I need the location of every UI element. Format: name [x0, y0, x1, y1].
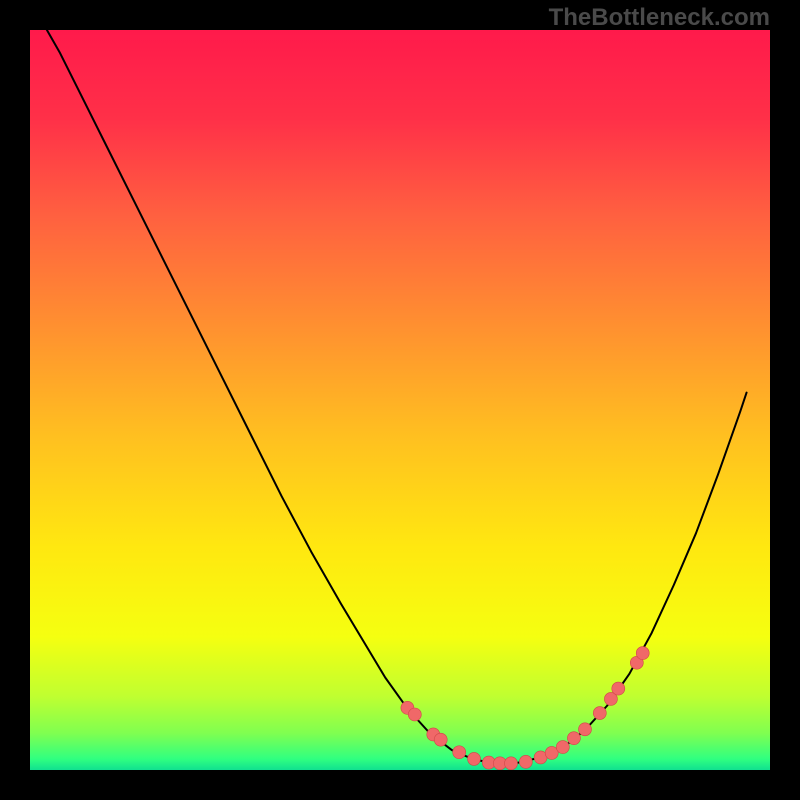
curve-layer	[30, 30, 770, 770]
data-marker	[408, 708, 421, 721]
data-marker	[579, 723, 592, 736]
data-marker	[505, 757, 518, 770]
data-marker	[593, 707, 606, 720]
data-marker	[636, 647, 649, 660]
data-marker	[612, 682, 625, 695]
plot-area	[30, 30, 770, 770]
data-marker	[567, 732, 580, 745]
watermark-text: TheBottleneck.com	[549, 4, 770, 32]
data-marker	[468, 752, 481, 765]
data-marker	[453, 746, 466, 759]
data-marker	[519, 755, 532, 768]
data-marker	[556, 741, 569, 754]
marker-group	[401, 647, 649, 770]
data-marker	[434, 733, 447, 746]
